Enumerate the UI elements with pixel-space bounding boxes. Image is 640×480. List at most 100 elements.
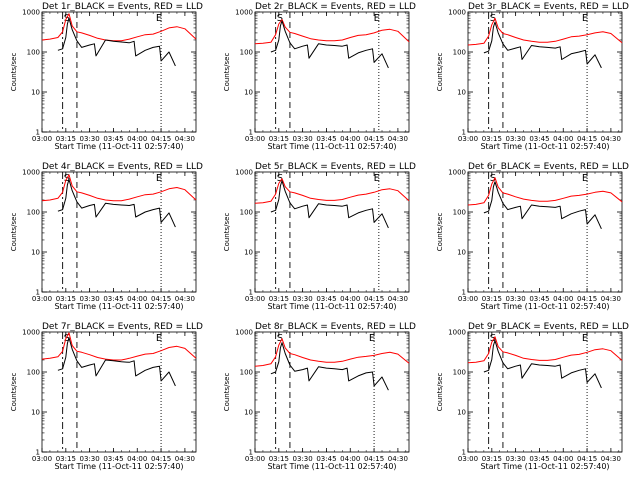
- y-tick-label: 1: [36, 449, 40, 457]
- x-axis-label: Start Time (11-Oct-11 02:57:40): [267, 462, 396, 471]
- y-axis-label: Counts/sec: [436, 213, 444, 252]
- end-marker-label: E: [156, 13, 162, 24]
- x-tick-label: 03:00: [458, 295, 478, 303]
- panel-title: Det 6r_BLACK = Events, RED = LLD: [468, 162, 629, 172]
- x-tick-label: 04:30: [601, 455, 621, 463]
- x-tick-label: 03:15: [56, 455, 76, 463]
- y-tick-label: 100: [453, 209, 466, 217]
- panel-det-6: Det 6r_BLACK = Events, RED = LLD 1 10 100 10…: [436, 162, 629, 311]
- y-axis-label: Counts/sec: [223, 53, 231, 92]
- panel-det-7: Det 7r_BLACK = Events, RED = LLD 1 10 100 10…: [10, 322, 203, 471]
- lld-series-line: [254, 338, 410, 367]
- y-tick-label: 1: [462, 129, 466, 137]
- events-series-line: [270, 180, 389, 229]
- y-tick-label: 1000: [235, 169, 253, 177]
- plot-frame: [41, 171, 197, 293]
- x-tick-label: 04:15: [151, 455, 171, 463]
- plot-frame: [467, 331, 623, 453]
- x-tick-label: 04:00: [340, 295, 360, 303]
- x-tick-label: 04:00: [127, 135, 147, 143]
- plot-frame: [254, 171, 410, 293]
- x-tick-label: 03:30: [80, 455, 100, 463]
- x-tick-label: 03:15: [482, 455, 502, 463]
- y-tick-label: 10: [244, 249, 253, 257]
- y-tick-label: 10: [244, 409, 253, 417]
- x-axis-label: Start Time (11-Oct-11 02:57:40): [267, 142, 396, 151]
- events-series-line: [57, 179, 176, 228]
- start-marker-label: S: [490, 173, 496, 184]
- x-tick-label: 04:30: [175, 135, 195, 143]
- x-tick-label: 03:00: [32, 295, 52, 303]
- panel-det-5: Det 5r_BLACK = Events, RED = LLD 1 10 100 10…: [223, 162, 416, 311]
- x-tick-label: 03:15: [482, 295, 502, 303]
- y-tick-label: 1: [462, 449, 466, 457]
- panel-det-3: Det 3r_BLACK = Events, RED = LLD 1 10 100 10…: [436, 2, 629, 151]
- end-marker-label: E: [369, 333, 375, 344]
- y-tick-label: 100: [453, 49, 466, 57]
- start-marker-label: S: [64, 13, 70, 24]
- end-marker-label: E: [374, 13, 380, 24]
- y-tick-label: 1000: [448, 9, 466, 17]
- x-tick-label: 04:30: [388, 295, 408, 303]
- y-tick-label: 10: [31, 409, 40, 417]
- x-tick-label: 04:15: [364, 455, 384, 463]
- lld-series-line: [254, 19, 410, 45]
- x-tick-label: 04:15: [364, 135, 384, 143]
- x-tick-label: 03:00: [458, 455, 478, 463]
- x-tick-label: 03:15: [269, 135, 289, 143]
- start-marker-label: S: [277, 333, 283, 344]
- y-tick-label: 10: [457, 89, 466, 97]
- panel-title: Det 4r_BLACK = Events, RED = LLD: [42, 162, 203, 172]
- y-axis-label: Counts/sec: [436, 373, 444, 412]
- y-tick-label: 1000: [22, 329, 40, 337]
- end-marker-label: E: [582, 13, 588, 24]
- x-tick-label: 04:00: [553, 455, 573, 463]
- y-tick-label: 100: [27, 49, 40, 57]
- x-tick-label: 04:15: [577, 455, 597, 463]
- y-tick-label: 100: [27, 369, 40, 377]
- panel-det-2: Det 2r_BLACK = Events, RED = LLD 1 10 100 10…: [223, 2, 416, 151]
- x-tick-label: 04:00: [127, 295, 147, 303]
- y-tick-label: 10: [31, 249, 40, 257]
- x-tick-label: 03:00: [32, 455, 52, 463]
- panel-title: Det 2r_BLACK = Events, RED = LLD: [255, 2, 416, 12]
- x-tick-label: 03:45: [529, 135, 549, 143]
- x-tick-label: 04:30: [388, 135, 408, 143]
- x-tick-label: 04:30: [601, 135, 621, 143]
- panel-det-9: Det 9r_BLACK = Events, RED = LLD 1 10 100 10…: [436, 322, 629, 471]
- plot-frame: [467, 11, 623, 133]
- panel-title: Det 8r_BLACK = Events, RED = LLD: [255, 322, 416, 332]
- y-axis-label: Counts/sec: [10, 53, 18, 92]
- y-tick-label: 1000: [22, 169, 40, 177]
- x-tick-label: 03:30: [293, 135, 313, 143]
- x-tick-label: 03:30: [293, 295, 313, 303]
- x-tick-label: 03:45: [316, 295, 336, 303]
- lld-series-line: [41, 174, 197, 202]
- x-tick-label: 04:15: [577, 295, 597, 303]
- start-marker-label: S: [277, 13, 283, 24]
- x-axis-label: Start Time (11-Oct-11 02:57:40): [480, 142, 609, 151]
- start-marker-label: S: [277, 173, 283, 184]
- lld-series-line: [254, 178, 410, 204]
- y-tick-label: 100: [27, 209, 40, 217]
- plot-frame: [254, 331, 410, 453]
- x-axis-label: Start Time (11-Oct-11 02:57:40): [54, 462, 183, 471]
- y-tick-label: 10: [31, 89, 40, 97]
- x-tick-label: 03:30: [506, 295, 526, 303]
- start-marker-label: S: [490, 333, 496, 344]
- x-tick-label: 04:15: [151, 295, 171, 303]
- y-tick-label: 1000: [235, 329, 253, 337]
- x-tick-label: 04:30: [175, 455, 195, 463]
- x-tick-label: 04:00: [340, 455, 360, 463]
- x-axis-label: Start Time (11-Oct-11 02:57:40): [480, 302, 609, 311]
- y-axis-label: Counts/sec: [436, 53, 444, 92]
- x-tick-label: 03:30: [506, 135, 526, 143]
- x-tick-label: 04:00: [553, 135, 573, 143]
- plot-frame: [41, 11, 197, 133]
- events-series-line: [270, 20, 389, 69]
- start-marker-label: S: [490, 13, 496, 24]
- events-series-line: [270, 342, 389, 391]
- x-tick-label: 03:30: [506, 455, 526, 463]
- x-tick-label: 03:45: [103, 295, 123, 303]
- y-tick-label: 10: [457, 249, 466, 257]
